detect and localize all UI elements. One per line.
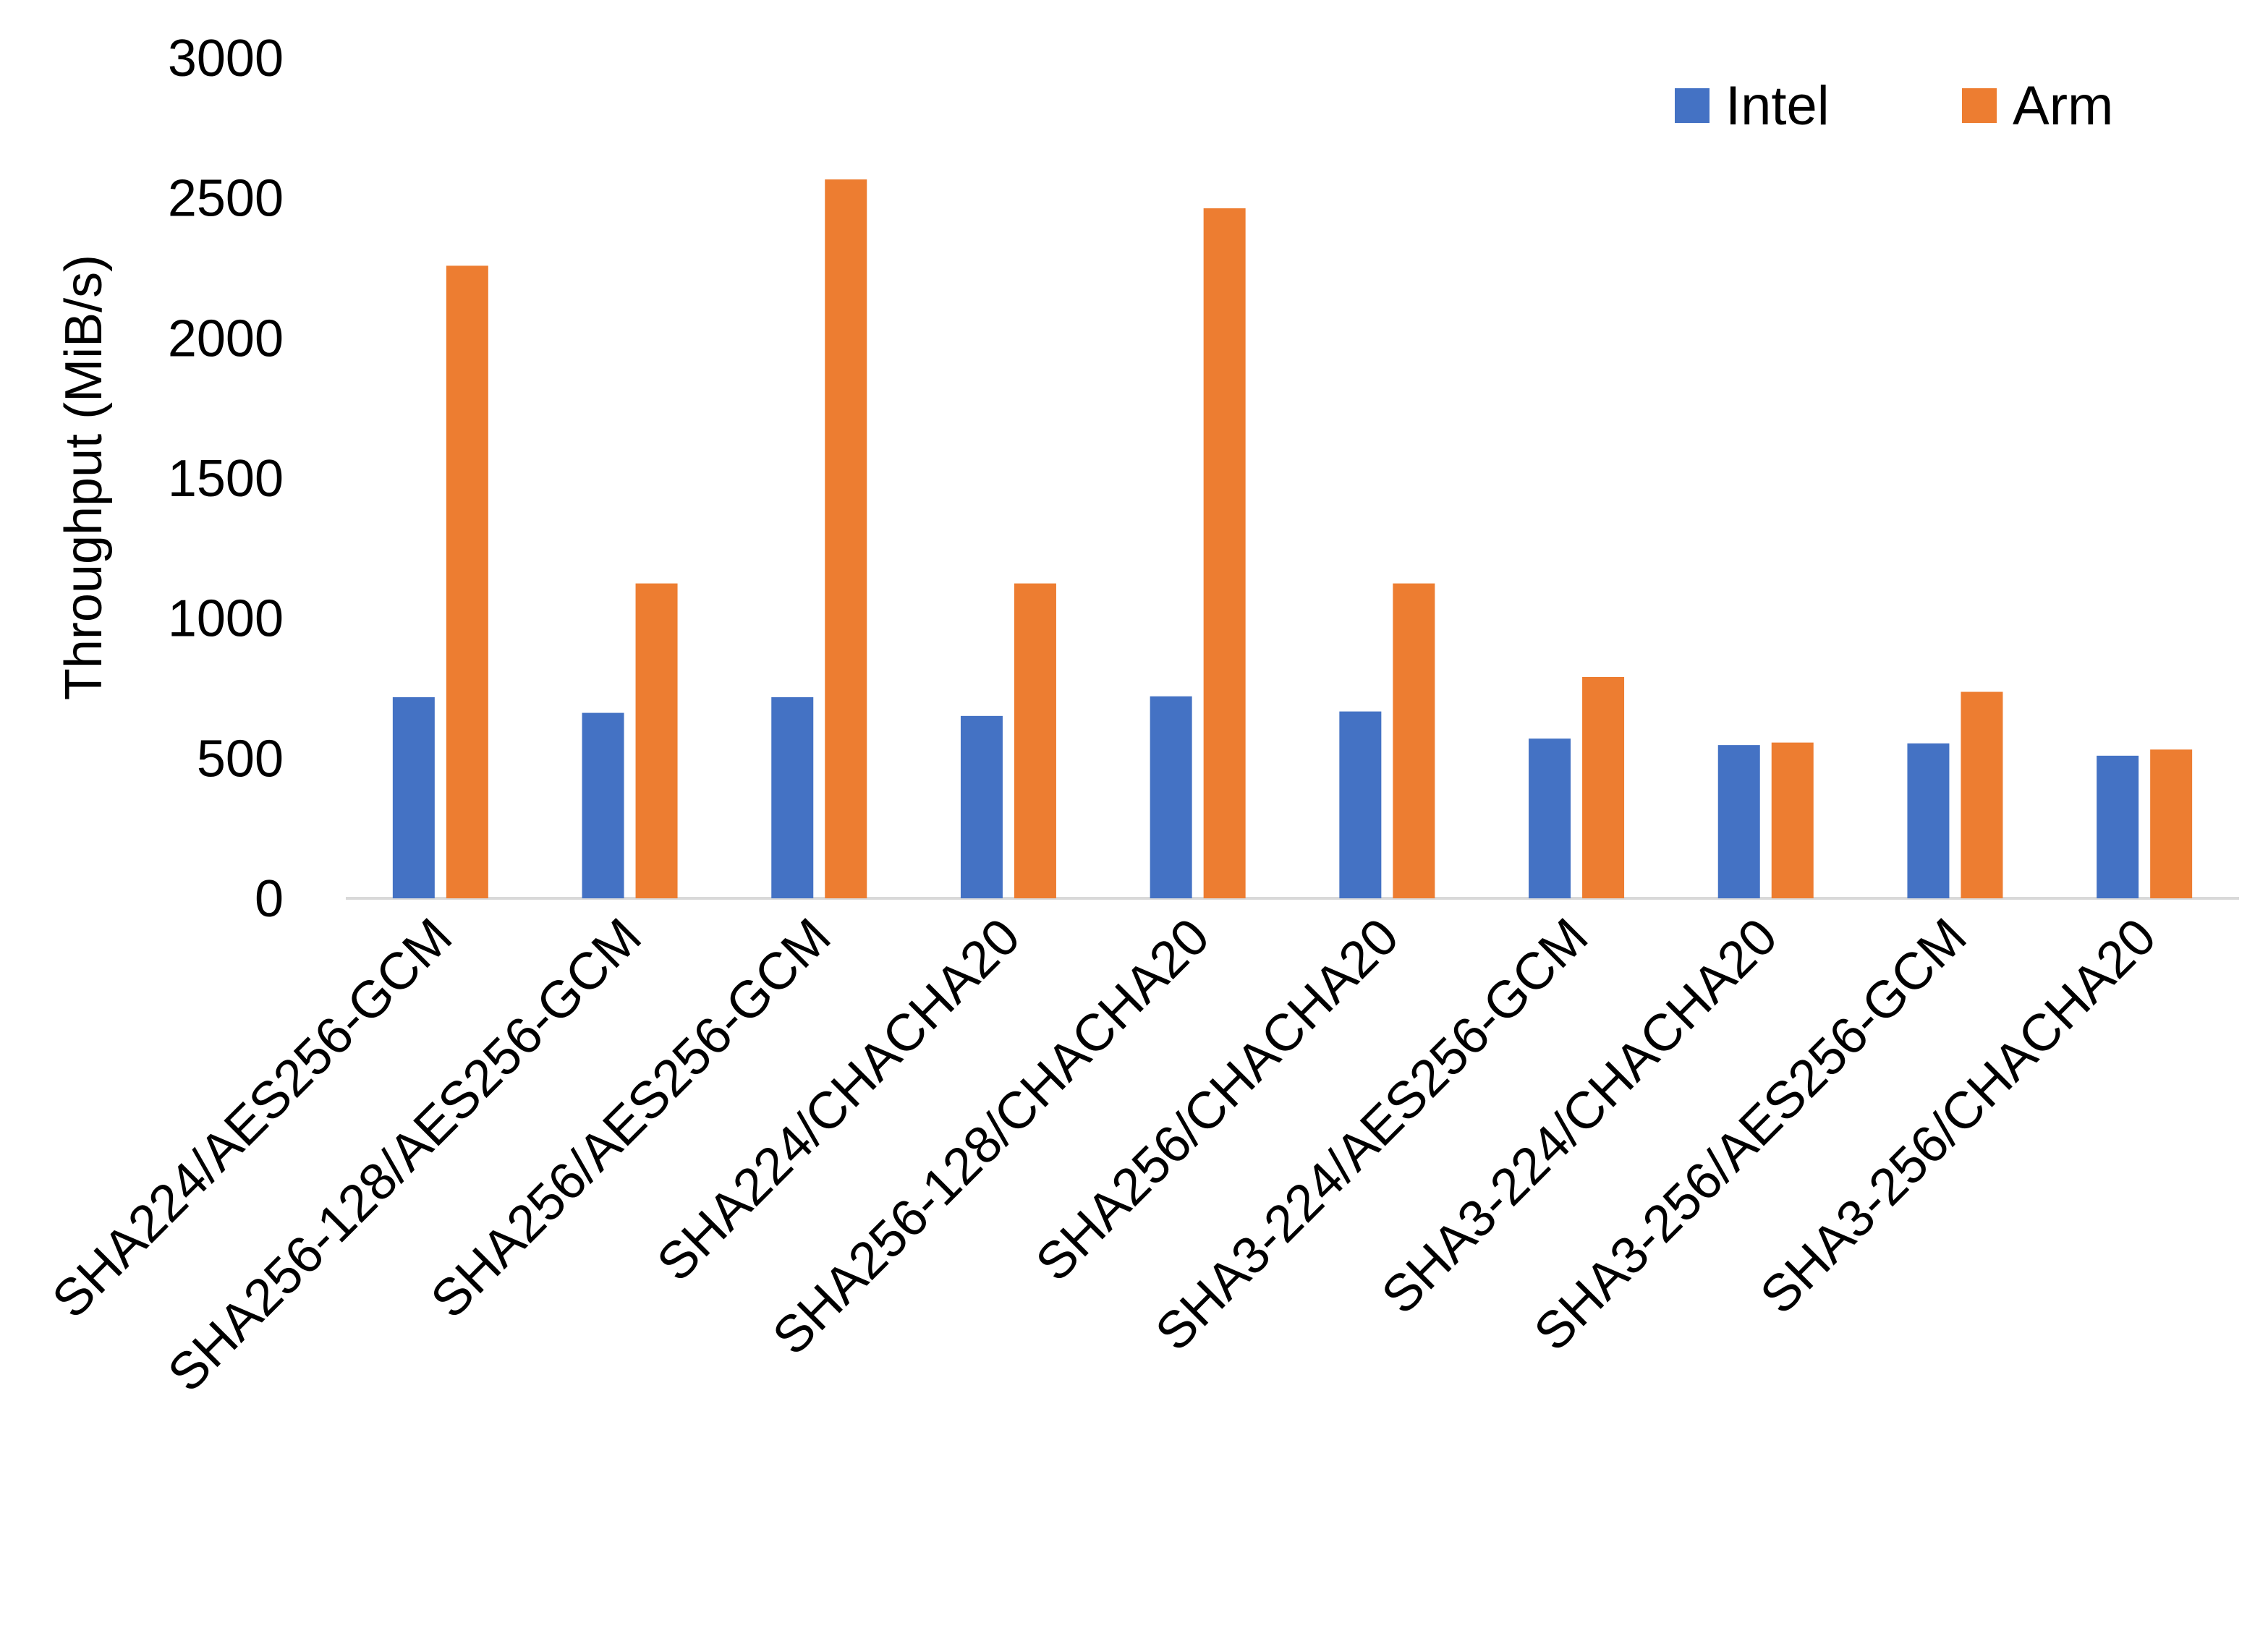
x-tick-label: SHA256/CHACHA20 xyxy=(1025,908,1410,1292)
legend-label-intel: Intel xyxy=(1725,75,1830,137)
bar-arm xyxy=(1393,583,1435,898)
y-axis-title: Throughput (MiB/s) xyxy=(55,255,113,700)
y-tick-label: 1500 xyxy=(168,450,284,508)
bar-intel xyxy=(1907,743,1950,898)
bar-intel xyxy=(392,697,435,898)
bar-intel xyxy=(1717,745,1760,898)
bar-arm xyxy=(2150,749,2193,898)
bar-arm xyxy=(1582,677,1625,898)
bar-arm xyxy=(635,583,678,898)
y-tick-label: 3000 xyxy=(168,30,284,88)
x-tick-label: SHA3-224/CHACHA20 xyxy=(1371,908,1788,1325)
y-tick-label: 2500 xyxy=(168,170,284,228)
x-tick-label: SHA224/CHACHA20 xyxy=(646,908,1031,1292)
y-tick-label: 500 xyxy=(197,730,284,788)
y-tick-label: 1000 xyxy=(168,590,284,648)
bar-intel xyxy=(1339,711,1382,898)
bar-arm xyxy=(1771,742,1814,898)
bar-intel xyxy=(582,712,624,898)
x-axis-labels: SHA224/AES256-GCMSHA256-128/AES256-GCMSH… xyxy=(41,908,2167,1403)
y-axis-ticks: 0 500 1000 1500 2000 2500 3000 xyxy=(168,30,284,928)
x-tick-label: SHA3-256/CHACHA20 xyxy=(1749,908,2167,1325)
bar-intel xyxy=(1529,738,1571,898)
bar-arm xyxy=(825,179,867,898)
legend-label-arm: Arm xyxy=(2013,75,2113,137)
bar-arm xyxy=(446,265,488,898)
legend-swatch-intel xyxy=(1675,88,1710,123)
legend-swatch-arm xyxy=(1962,88,1997,123)
bar-arm xyxy=(1961,691,2003,898)
legend: Intel Arm xyxy=(1675,75,2113,137)
bars xyxy=(392,179,2193,898)
bar-arm xyxy=(1203,208,1246,898)
bar-intel xyxy=(2097,755,2139,898)
bar-arm xyxy=(1014,583,1056,898)
bar-intel xyxy=(771,697,814,898)
bar-intel xyxy=(1150,696,1192,898)
y-tick-label: 0 xyxy=(255,870,284,928)
bar-intel xyxy=(960,715,1003,898)
y-tick-label: 2000 xyxy=(168,310,284,367)
